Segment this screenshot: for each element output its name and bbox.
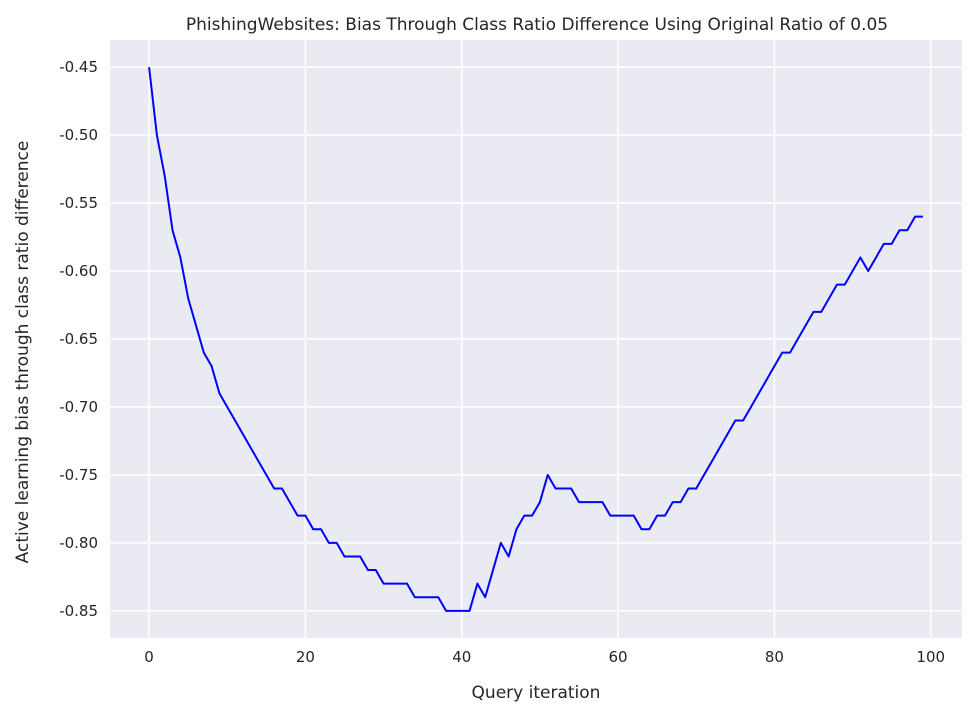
x-tick-label: 80 (765, 648, 784, 666)
x-tick-labels: 0 20 40 60 80 100 (144, 648, 945, 666)
y-tick-label: -0.55 (59, 194, 98, 212)
series-line (148, 67, 923, 612)
x-tick-label: 0 (144, 648, 154, 666)
y-tick-label: -0.50 (59, 126, 98, 144)
y-tick-labels: -0.45 -0.50 -0.55 -0.60 -0.65 -0.70 -0.75 -0.80… (59, 58, 98, 620)
x-tick-label: 20 (296, 648, 315, 666)
x-tick-label: 40 (452, 648, 471, 666)
x-tick-label: 100 (916, 648, 945, 666)
grid-lines (110, 40, 962, 638)
y-axis-label: Active learning bias through class ratio… (13, 141, 33, 564)
y-tick-label: -0.75 (59, 466, 98, 484)
chart-title: PhishingWebsites: Bias Through Class Rat… (186, 15, 888, 35)
y-tick-label: -0.60 (59, 262, 98, 280)
x-axis-label: Query iteration (472, 683, 601, 703)
y-tick-label: -0.70 (59, 398, 98, 416)
y-tick-label: -0.80 (59, 534, 98, 552)
y-tick-label: -0.45 (59, 58, 98, 76)
series-group (148, 67, 923, 612)
y-tick-label: -0.85 (59, 602, 98, 620)
y-tick-label: -0.65 (59, 330, 98, 348)
x-tick-label: 60 (609, 648, 628, 666)
